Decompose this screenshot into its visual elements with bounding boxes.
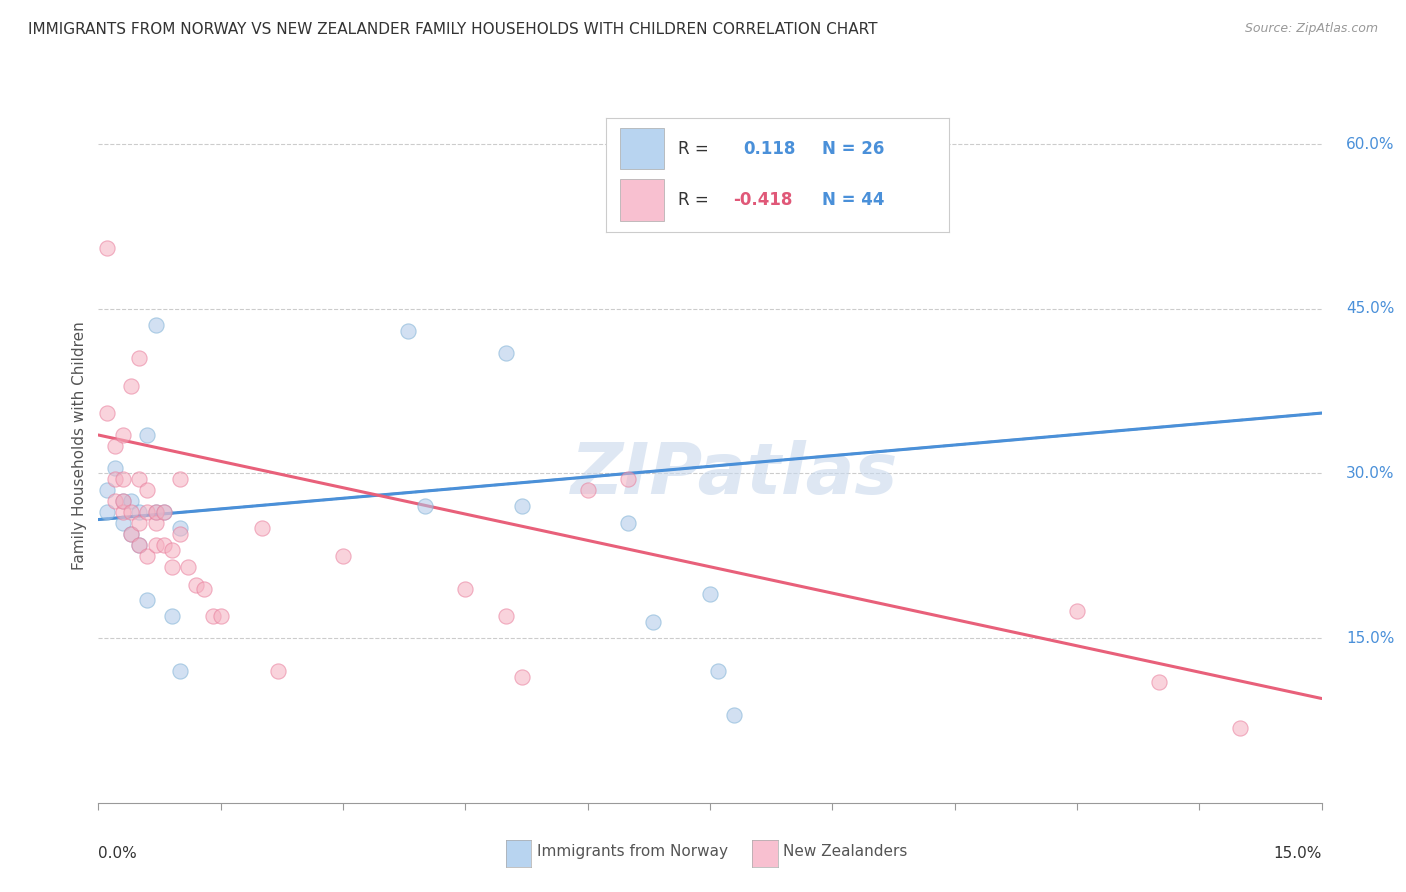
Point bbox=[641, 615, 664, 629]
Point bbox=[104, 461, 127, 475]
Point bbox=[617, 516, 640, 530]
Text: 60.0%: 60.0% bbox=[1346, 136, 1395, 152]
Point bbox=[145, 516, 167, 530]
Point bbox=[111, 505, 134, 519]
Point bbox=[152, 538, 174, 552]
Point bbox=[145, 505, 167, 519]
Point bbox=[128, 505, 150, 519]
Point bbox=[413, 500, 436, 514]
Point bbox=[111, 472, 134, 486]
Point bbox=[209, 609, 232, 624]
Text: IMMIGRANTS FROM NORWAY VS NEW ZEALANDER FAMILY HOUSEHOLDS WITH CHILDREN CORRELAT: IMMIGRANTS FROM NORWAY VS NEW ZEALANDER … bbox=[28, 22, 877, 37]
Text: ZIPatlas: ZIPatlas bbox=[571, 440, 898, 509]
Point bbox=[332, 549, 354, 563]
Point bbox=[111, 494, 134, 508]
Point bbox=[104, 472, 127, 486]
Point bbox=[160, 543, 183, 558]
Point bbox=[177, 559, 200, 574]
Text: N = 26: N = 26 bbox=[823, 139, 884, 158]
Point bbox=[104, 494, 127, 508]
Point bbox=[96, 241, 118, 255]
Point bbox=[193, 582, 215, 596]
Point bbox=[576, 483, 599, 497]
Point bbox=[128, 538, 150, 552]
Point bbox=[96, 505, 118, 519]
Text: 0.118: 0.118 bbox=[742, 139, 796, 158]
Point bbox=[617, 472, 640, 486]
Point bbox=[699, 587, 721, 601]
Point bbox=[160, 559, 183, 574]
Point bbox=[160, 609, 183, 624]
Text: 0.0%: 0.0% bbox=[98, 846, 138, 861]
Point bbox=[1066, 604, 1088, 618]
Point bbox=[512, 669, 534, 683]
Point bbox=[136, 592, 159, 607]
Point bbox=[120, 526, 142, 541]
Text: 45.0%: 45.0% bbox=[1346, 301, 1395, 317]
Point bbox=[396, 324, 419, 338]
Point bbox=[250, 521, 273, 535]
Point bbox=[152, 505, 174, 519]
Point bbox=[201, 609, 224, 624]
Point bbox=[267, 664, 290, 678]
Text: 15.0%: 15.0% bbox=[1346, 631, 1395, 646]
Y-axis label: Family Households with Children: Family Households with Children bbox=[72, 322, 87, 570]
Text: Source: ZipAtlas.com: Source: ZipAtlas.com bbox=[1244, 22, 1378, 36]
Point bbox=[145, 505, 167, 519]
Point bbox=[169, 664, 191, 678]
FancyBboxPatch shape bbox=[620, 179, 664, 220]
Point bbox=[128, 516, 150, 530]
Point bbox=[120, 505, 142, 519]
Text: 15.0%: 15.0% bbox=[1274, 846, 1322, 861]
Point bbox=[111, 428, 134, 442]
Point bbox=[186, 578, 208, 592]
Point bbox=[111, 494, 134, 508]
Text: -0.418: -0.418 bbox=[733, 191, 792, 209]
Point bbox=[707, 664, 730, 678]
Point bbox=[120, 526, 142, 541]
Point bbox=[128, 538, 150, 552]
FancyBboxPatch shape bbox=[620, 128, 664, 169]
Point bbox=[169, 526, 191, 541]
Point bbox=[136, 549, 159, 563]
Point bbox=[152, 505, 174, 519]
Point bbox=[723, 708, 745, 723]
Point bbox=[1229, 721, 1251, 735]
Text: R =: R = bbox=[678, 191, 709, 209]
Point bbox=[145, 538, 167, 552]
Point bbox=[136, 483, 159, 497]
Point bbox=[120, 494, 142, 508]
Text: New Zealanders: New Zealanders bbox=[783, 845, 907, 859]
Point bbox=[136, 505, 159, 519]
Text: R =: R = bbox=[678, 139, 709, 158]
Point bbox=[104, 439, 127, 453]
Point bbox=[111, 516, 134, 530]
Text: Immigrants from Norway: Immigrants from Norway bbox=[537, 845, 728, 859]
Point bbox=[169, 472, 191, 486]
Point bbox=[1147, 675, 1170, 690]
Text: N = 44: N = 44 bbox=[823, 191, 884, 209]
Text: 30.0%: 30.0% bbox=[1346, 466, 1395, 481]
Point bbox=[495, 609, 517, 624]
Point bbox=[145, 318, 167, 333]
Point bbox=[454, 582, 477, 596]
Point bbox=[96, 483, 118, 497]
Point bbox=[120, 378, 142, 392]
Point bbox=[128, 472, 150, 486]
Point bbox=[169, 521, 191, 535]
Point bbox=[136, 428, 159, 442]
Point bbox=[128, 351, 150, 366]
Point bbox=[512, 500, 534, 514]
Point bbox=[96, 406, 118, 420]
Point bbox=[495, 345, 517, 359]
